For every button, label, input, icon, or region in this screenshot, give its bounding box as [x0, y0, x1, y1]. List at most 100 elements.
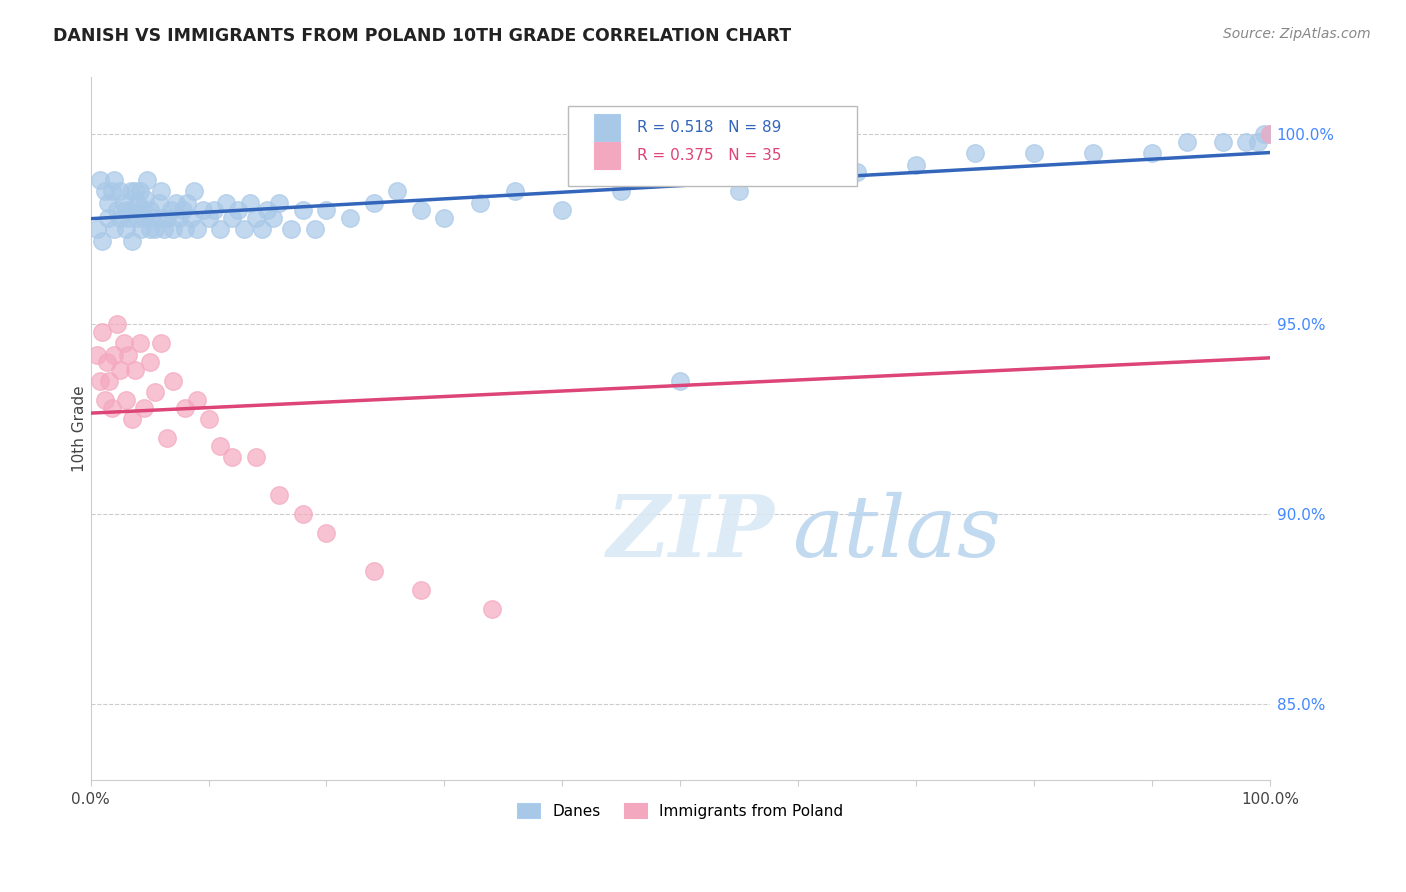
Point	[481, 602, 503, 616]
Point	[339, 211, 361, 225]
Point	[846, 165, 869, 179]
Text: DANISH VS IMMIGRANTS FROM POLAND 10TH GRADE CORRELATION CHART: DANISH VS IMMIGRANTS FROM POLAND 10TH GR…	[53, 27, 792, 45]
Point	[963, 146, 986, 161]
Point	[94, 184, 117, 198]
Point	[551, 203, 574, 218]
Point	[315, 525, 337, 540]
Point	[138, 203, 160, 218]
Point	[129, 184, 152, 198]
Point	[1081, 146, 1104, 161]
Point	[1234, 135, 1257, 149]
Point	[150, 211, 173, 225]
Point	[304, 222, 326, 236]
Point	[239, 195, 262, 210]
Point	[315, 203, 337, 218]
Point	[124, 362, 146, 376]
Point	[728, 184, 751, 198]
Point	[129, 336, 152, 351]
Point	[141, 211, 163, 225]
Text: ZIP: ZIP	[606, 491, 775, 574]
Point	[117, 211, 139, 225]
Point	[209, 439, 232, 453]
Point	[197, 211, 219, 225]
Point	[787, 165, 810, 179]
Point	[105, 203, 128, 218]
Point	[115, 203, 138, 218]
Point	[138, 222, 160, 236]
Point	[256, 203, 278, 218]
Point	[174, 222, 197, 236]
Point	[101, 184, 124, 198]
Point	[108, 211, 131, 225]
Point	[156, 431, 179, 445]
Point	[186, 392, 208, 407]
Point	[101, 401, 124, 415]
Point	[136, 173, 159, 187]
Point	[124, 184, 146, 198]
FancyBboxPatch shape	[568, 105, 858, 186]
Point	[245, 450, 267, 464]
Point	[134, 192, 156, 206]
Point	[1253, 128, 1275, 142]
Point	[112, 195, 135, 210]
Point	[94, 392, 117, 407]
FancyBboxPatch shape	[595, 114, 620, 141]
Text: R = 0.518   N = 89: R = 0.518 N = 89	[637, 120, 780, 135]
Point	[232, 222, 254, 236]
Point	[150, 336, 173, 351]
Point	[156, 211, 179, 225]
Point	[98, 374, 121, 388]
Point	[363, 564, 385, 578]
Point	[433, 211, 456, 225]
Text: atlas: atlas	[792, 491, 1001, 574]
Point	[150, 184, 173, 198]
Point	[131, 203, 153, 218]
Point	[291, 203, 314, 218]
Point	[1258, 128, 1281, 142]
Point	[1140, 146, 1163, 161]
Point	[127, 211, 149, 225]
Point	[250, 222, 273, 236]
Point	[174, 401, 197, 415]
Point	[97, 195, 120, 210]
Point	[176, 195, 198, 210]
Point	[91, 325, 114, 339]
Point	[115, 222, 138, 236]
Point	[503, 184, 526, 198]
Point	[97, 211, 120, 225]
Point	[669, 374, 692, 388]
Point	[1022, 146, 1045, 161]
Point	[121, 234, 143, 248]
Point	[120, 184, 142, 198]
Point	[191, 203, 214, 218]
Point	[183, 184, 205, 198]
Point	[269, 195, 291, 210]
Y-axis label: 10th Grade: 10th Grade	[72, 385, 87, 472]
Text: R = 0.375   N = 35: R = 0.375 N = 35	[637, 148, 782, 163]
Point	[103, 222, 125, 236]
Point	[96, 355, 118, 369]
Point	[409, 582, 432, 597]
Point	[1247, 135, 1270, 149]
Point	[91, 234, 114, 248]
Point	[131, 222, 153, 236]
Point	[204, 203, 226, 218]
Point	[145, 385, 167, 400]
Point	[145, 222, 167, 236]
Point	[89, 374, 111, 388]
FancyBboxPatch shape	[595, 142, 620, 169]
Point	[103, 173, 125, 187]
Point	[180, 211, 202, 225]
Point	[387, 184, 409, 198]
Point	[280, 222, 302, 236]
Point	[1258, 128, 1281, 142]
Point	[108, 362, 131, 376]
Point	[162, 374, 184, 388]
Point	[112, 336, 135, 351]
Point	[409, 203, 432, 218]
Point	[132, 211, 155, 225]
Point	[89, 173, 111, 187]
Point	[105, 317, 128, 331]
Point	[172, 203, 194, 218]
Point	[221, 211, 243, 225]
